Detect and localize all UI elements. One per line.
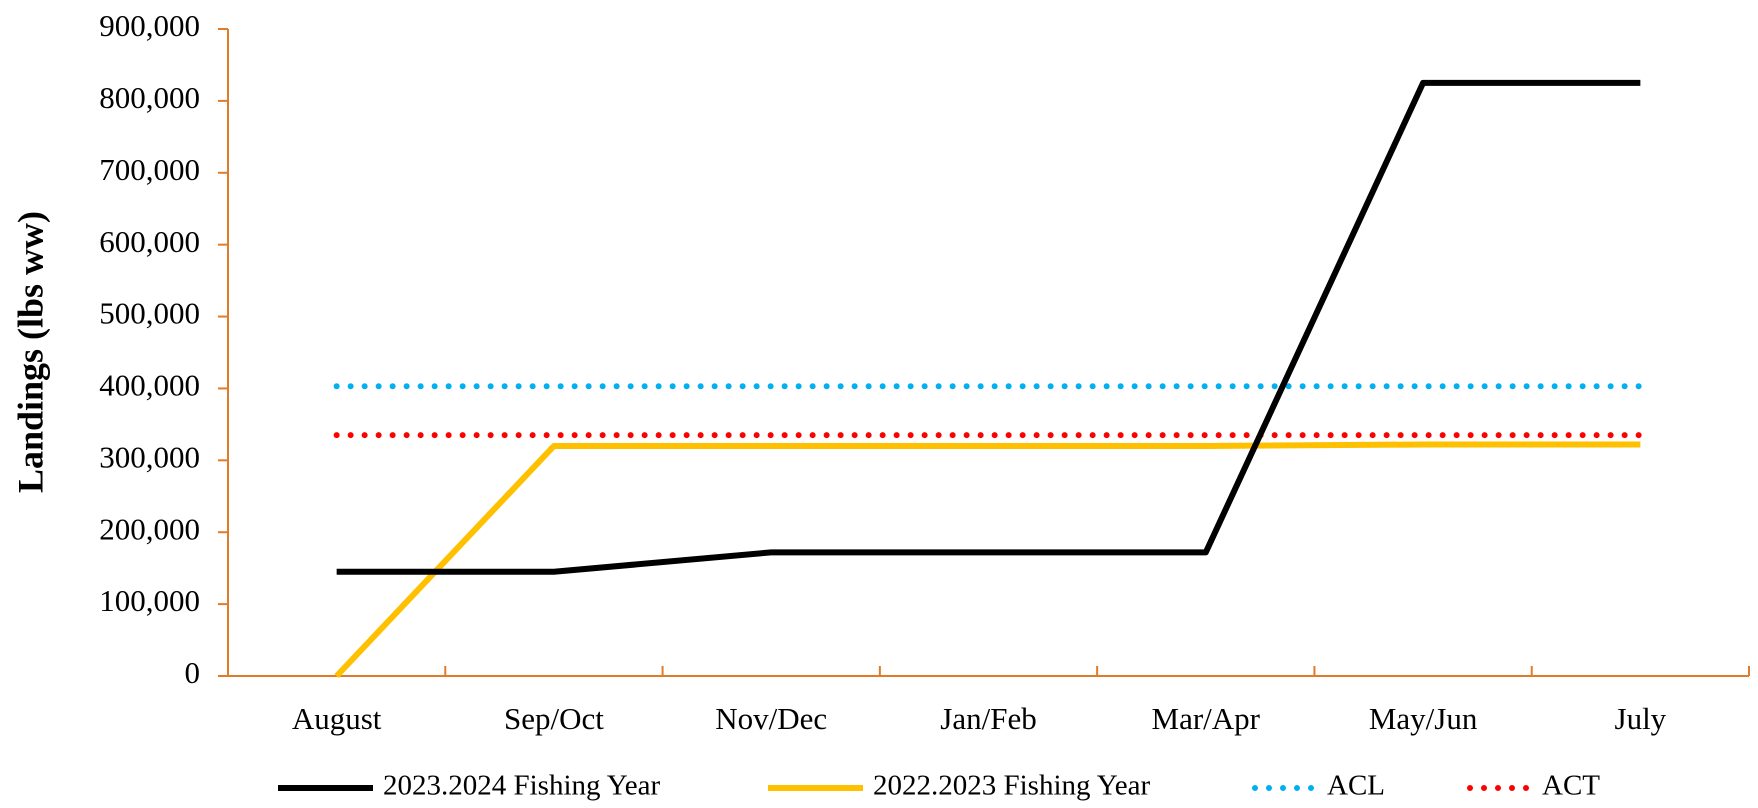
series-line <box>336 79 1641 575</box>
x-tick-label: May/Jun <box>1369 701 1478 736</box>
x-tick-label: Mar/Apr <box>1152 701 1261 736</box>
y-tick-label: 300,000 <box>99 439 200 474</box>
legend-label: ACT <box>1542 770 1600 802</box>
y-tick-label: 100,000 <box>99 583 200 618</box>
y-tick-label: 700,000 <box>99 152 200 187</box>
legend-label: 2022.2023 Fishing Year <box>873 770 1150 802</box>
y-tick-label: 900,000 <box>99 8 200 43</box>
y-tick-label: 500,000 <box>99 296 200 331</box>
legend-label: ACL <box>1327 770 1385 802</box>
x-tick-label: Nov/Dec <box>715 701 827 736</box>
y-axis-title: Landings (lbs ww) <box>10 211 50 493</box>
y-tick-label: 600,000 <box>99 224 200 259</box>
x-tick-label: August <box>292 701 382 736</box>
y-tick-label: 400,000 <box>99 368 200 403</box>
series-line <box>334 441 1641 679</box>
legend-label: 2023.2024 Fishing Year <box>383 770 660 802</box>
x-tick-label: Jan/Feb <box>940 701 1036 736</box>
x-tick-label: July <box>1615 701 1667 736</box>
y-tick-label: 800,000 <box>99 80 200 115</box>
y-tick-label: 0 <box>185 655 201 690</box>
x-tick-label: Sep/Oct <box>504 701 604 736</box>
y-tick-label: 200,000 <box>99 511 200 546</box>
